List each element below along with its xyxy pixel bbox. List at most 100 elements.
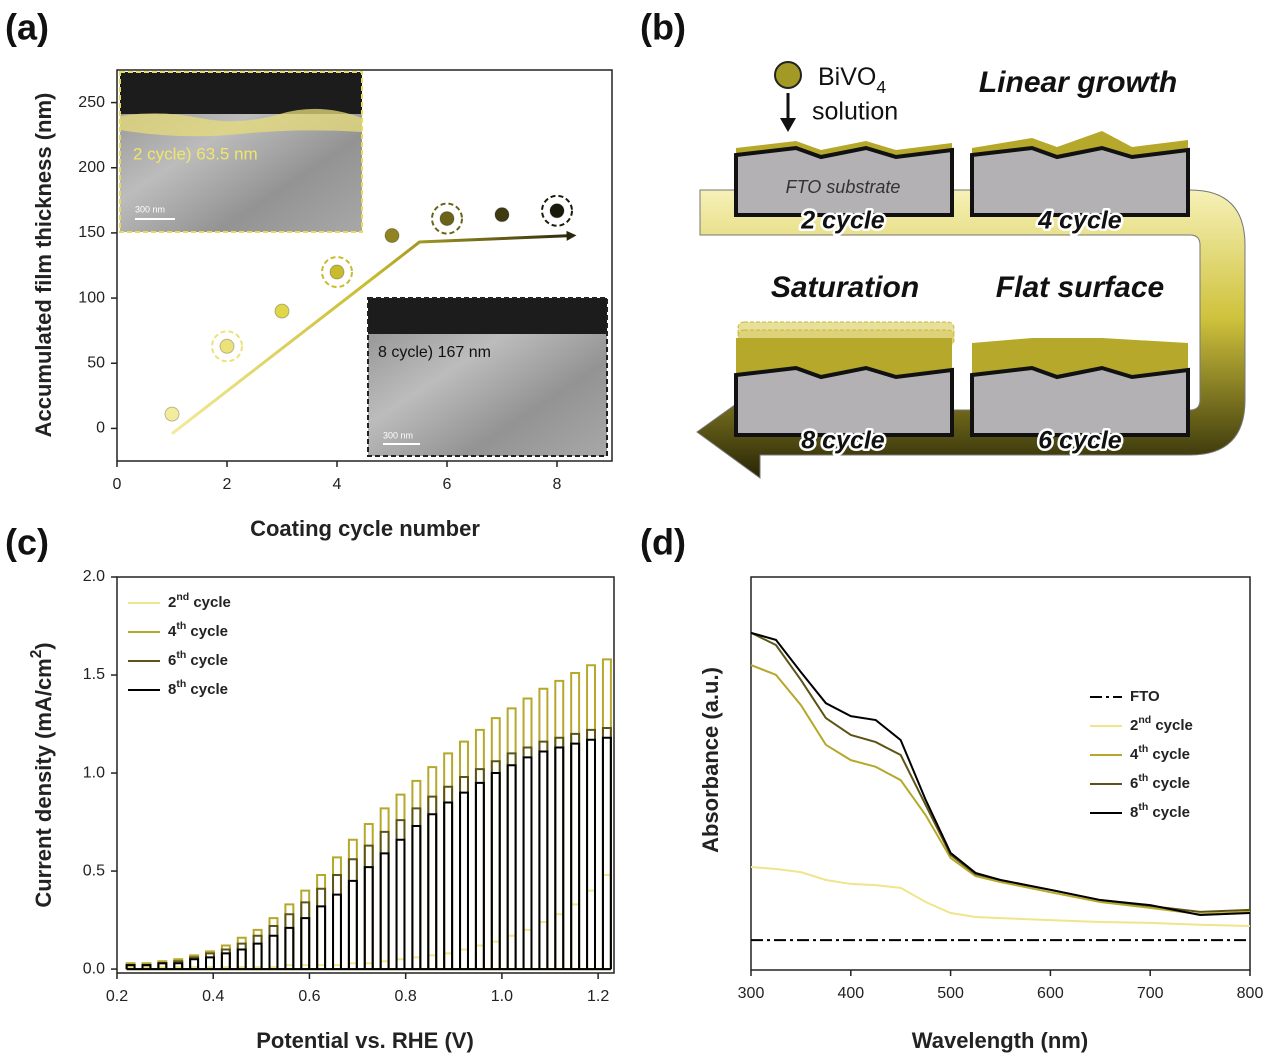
photocurrent-pulse (125, 964, 136, 970)
photocurrent-pulse (601, 736, 612, 970)
y-tick-label: 0.0 (83, 960, 105, 977)
y-axis-label: Absorbance (a.u.) (698, 667, 723, 853)
y-tick-label: 150 (78, 224, 105, 241)
photocurrent-pulse (522, 746, 533, 970)
photocurrent-pulse (570, 672, 581, 970)
photocurrent-pulse (141, 964, 152, 970)
y-tick-label: 200 (78, 159, 105, 176)
x-tick-label: 400 (837, 985, 864, 1002)
photocurrent-pulse (554, 746, 565, 970)
photocurrent-pulse (570, 903, 581, 970)
reagent-form: solution (812, 98, 898, 126)
x-tick-label: 2 (223, 476, 232, 493)
photocurrent-pulse (554, 913, 565, 970)
photocurrent-pulse (427, 795, 438, 970)
stage-title: Flat surface (996, 271, 1164, 304)
y-tick-label: 50 (87, 354, 105, 371)
photocurrent-pulse (347, 858, 358, 970)
photocurrent-pulse (411, 807, 422, 970)
y-tick-label: 0.5 (83, 862, 105, 879)
photocurrent-pulse (284, 926, 295, 970)
photocurrent-pulse (506, 764, 517, 970)
photocurrent-pulse (363, 844, 374, 970)
photocurrent-pulse (427, 954, 438, 970)
photocurrent-pulse (490, 940, 501, 970)
photocurrent-pulse (522, 756, 533, 970)
photocurrent-pulse (236, 936, 247, 970)
panel-label: (c) (5, 522, 49, 563)
legend-label: 6th cycle (1130, 772, 1190, 792)
photocurrent-pulse (586, 889, 596, 970)
photocurrent-pulse (395, 819, 406, 970)
photocurrent-pulse (538, 750, 549, 970)
photocurrent-pulse (363, 866, 374, 970)
photocurrent-pulse (459, 740, 469, 970)
photocurrent-pulse (506, 934, 517, 970)
x-tick-label: 1.0 (491, 988, 513, 1005)
x-tick-label: 4 (333, 476, 342, 493)
photocurrent-pulse (300, 917, 311, 970)
photocurrent-pulse (554, 736, 565, 970)
scale-bar-label: 300 nm (383, 430, 413, 440)
highlight-ring (211, 330, 243, 363)
photocurrent-pulse (538, 921, 549, 970)
x-tick-label: 0.8 (395, 988, 417, 1005)
y-tick-label: 250 (78, 94, 105, 111)
photocurrent-pulse (601, 726, 612, 970)
photocurrent-pulse (379, 852, 390, 970)
stage-title: Saturation (771, 271, 919, 304)
scale-bar-label: 300 nm (135, 204, 165, 214)
photocurrent-pulse (189, 958, 200, 970)
photocurrent-pulse (586, 728, 596, 970)
photocurrent-pulse (586, 664, 596, 970)
highlight-ring (541, 194, 573, 227)
highlight-ring (321, 256, 353, 289)
photocurrent-pulse (411, 956, 422, 970)
x-tick-label: 800 (1237, 985, 1264, 1002)
photocurrent-pulse (205, 956, 215, 970)
panel-label: (a) (5, 7, 49, 48)
photocurrent-pulse (522, 928, 533, 970)
photocurrent-pulse (474, 768, 485, 970)
photocurrent-pulse (474, 781, 485, 970)
photocurrent-pulse (490, 760, 501, 970)
photocurrent-pulse (570, 732, 581, 970)
cycle-label: 2 cycle (800, 207, 885, 235)
spectrum-line (750, 631, 1251, 916)
x-axis-label: Potential vs. RHE (V) (256, 1028, 474, 1053)
legend-label: 8th cycle (1130, 801, 1190, 821)
stage-title: Linear growth (979, 66, 1177, 99)
spectrum-line (750, 866, 1251, 927)
y-tick-label: 2.0 (83, 568, 105, 585)
photocurrent-pulse (601, 658, 612, 970)
photocurrent-pulse (459, 791, 469, 970)
photocurrent-pulse (538, 687, 549, 970)
x-axis-label: Coating cycle number (250, 516, 480, 541)
legend-label: 4th cycle (1130, 743, 1190, 763)
x-tick-label: 1.2 (587, 988, 609, 1005)
cycle-label: 4 cycle (1037, 207, 1122, 235)
photocurrent-pulse (570, 742, 581, 970)
photocurrent-pulse (443, 785, 454, 970)
photocurrent-pulse (173, 962, 184, 970)
photocurrent-pulse (459, 948, 469, 970)
x-tick-label: 8 (553, 476, 562, 493)
photocurrent-pulse (316, 905, 327, 970)
spectrum-line (750, 631, 1251, 913)
photocurrent-pulse (538, 740, 549, 970)
substrate-label: FTO substrate (786, 177, 901, 197)
photocurrent-pulse (474, 728, 485, 970)
photocurrent-pulse (490, 772, 501, 970)
y-axis-label: Accumulated film thickness (nm) (31, 93, 56, 438)
photocurrent-pulse (268, 924, 279, 970)
photocurrent-pulse (252, 934, 263, 970)
photocurrent-pulse (268, 934, 279, 970)
photocurrent-pulse (284, 913, 295, 970)
panel-label: (b) (640, 7, 686, 48)
y-tick-label: 0 (96, 420, 105, 437)
x-tick-label: 6 (443, 476, 452, 493)
y-tick-label: 1.0 (83, 764, 105, 781)
highlight-ring (431, 202, 463, 235)
photocurrent-pulse (379, 960, 390, 970)
cycle-label: 6 cycle (1038, 427, 1122, 455)
